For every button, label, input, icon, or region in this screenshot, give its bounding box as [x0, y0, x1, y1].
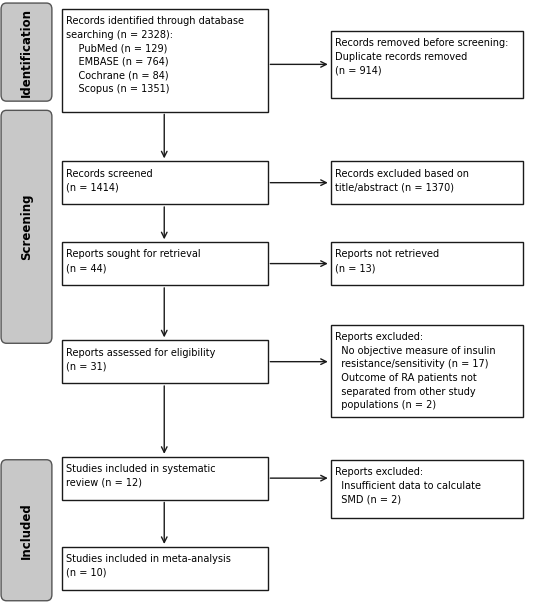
Text: Records excluded based on
title/abstract (n = 1370): Records excluded based on title/abstract…	[335, 169, 469, 192]
FancyBboxPatch shape	[62, 547, 268, 590]
FancyBboxPatch shape	[331, 161, 523, 204]
FancyBboxPatch shape	[62, 9, 268, 112]
FancyBboxPatch shape	[1, 460, 52, 601]
FancyBboxPatch shape	[62, 161, 268, 204]
FancyBboxPatch shape	[1, 3, 52, 101]
Text: Records screened
(n = 1414): Records screened (n = 1414)	[66, 169, 153, 192]
Text: Identification: Identification	[20, 7, 33, 97]
Text: Reports excluded:
  Insufficient data to calculate
  SMD (n = 2): Reports excluded: Insufficient data to c…	[335, 467, 482, 504]
FancyBboxPatch shape	[331, 460, 523, 518]
Text: Reports sought for retrieval
(n = 44): Reports sought for retrieval (n = 44)	[66, 249, 201, 273]
Text: Records removed before screening:
Duplicate records removed
(n = 914): Records removed before screening: Duplic…	[335, 38, 509, 75]
Text: Studies included in systematic
review (n = 12): Studies included in systematic review (n…	[66, 464, 216, 487]
Text: Reports assessed for eligibility
(n = 31): Reports assessed for eligibility (n = 31…	[66, 348, 216, 371]
FancyBboxPatch shape	[331, 242, 523, 285]
Text: Reports not retrieved
(n = 13): Reports not retrieved (n = 13)	[335, 249, 440, 273]
Text: Reports excluded:
  No objective measure of insulin
  resistance/sensitivity (n : Reports excluded: No objective measure o…	[335, 332, 496, 410]
Text: Studies included in meta-analysis
(n = 10): Studies included in meta-analysis (n = 1…	[66, 554, 231, 577]
FancyBboxPatch shape	[62, 340, 268, 383]
Text: Screening: Screening	[20, 194, 33, 260]
FancyBboxPatch shape	[1, 110, 52, 343]
Text: Records identified through database
searching (n = 2328):
    PubMed (n = 129)
 : Records identified through database sear…	[66, 16, 244, 94]
FancyBboxPatch shape	[331, 31, 523, 98]
FancyBboxPatch shape	[331, 325, 523, 417]
FancyBboxPatch shape	[62, 242, 268, 285]
FancyBboxPatch shape	[62, 457, 268, 500]
Text: Included: Included	[20, 502, 33, 558]
